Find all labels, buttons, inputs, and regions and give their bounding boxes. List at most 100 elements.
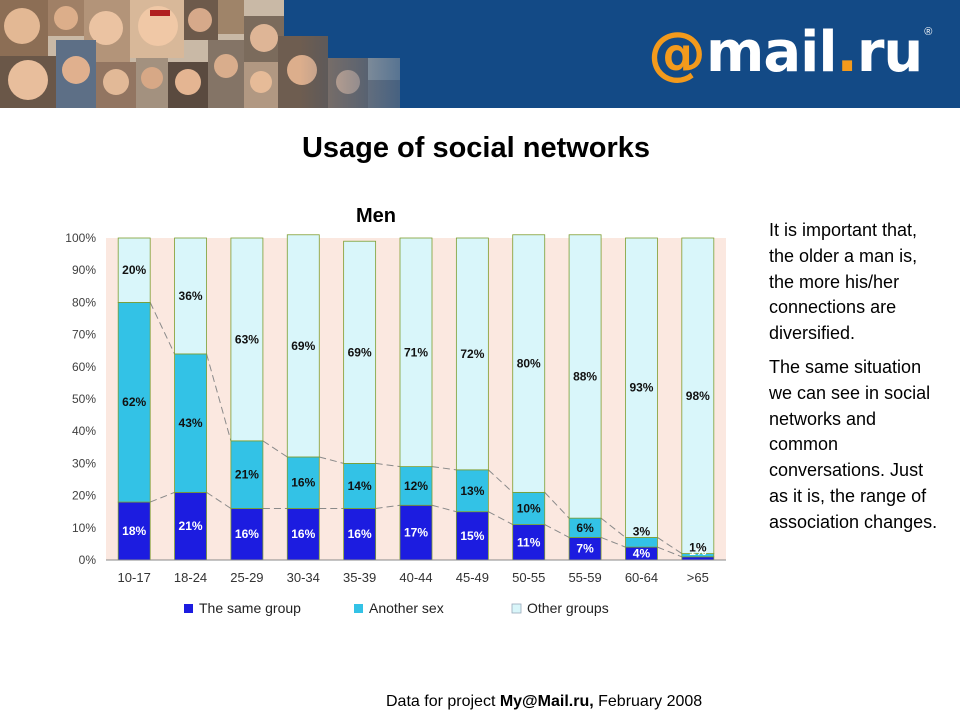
page-title: Usage of social networks xyxy=(301,132,651,164)
bar-segment xyxy=(117,501,151,561)
bars-group xyxy=(117,234,715,561)
bar-segment xyxy=(512,234,546,493)
footer-prefix: Data for project xyxy=(386,693,500,710)
bar-segment xyxy=(343,462,377,509)
bar-segment xyxy=(230,237,264,442)
connector-line xyxy=(488,511,513,526)
data-label: 18% xyxy=(122,524,146,538)
connector-line xyxy=(657,537,683,554)
data-label: 11% xyxy=(517,535,541,549)
data-label: 69% xyxy=(291,339,315,353)
bar-segment xyxy=(399,237,433,468)
bar-segment xyxy=(286,456,320,509)
connector-line xyxy=(375,504,401,509)
bar-segment xyxy=(455,237,489,471)
commentary-paragraph-1: It is important that, the older a man is… xyxy=(769,220,918,344)
connector-line xyxy=(319,456,344,464)
y-tick-label: 100% xyxy=(65,231,96,245)
data-label: 21% xyxy=(179,519,203,533)
data-label: 16% xyxy=(348,527,372,541)
bar-segment xyxy=(455,511,489,561)
data-label: 15% xyxy=(460,529,484,543)
y-tick-label: 50% xyxy=(72,392,96,406)
logo-wordmark: mail.ru xyxy=(706,25,923,81)
connector-line xyxy=(600,536,626,548)
data-label: 20% xyxy=(122,263,146,277)
logo-registered-mark: ® xyxy=(924,26,933,38)
data-label: 12% xyxy=(404,479,428,493)
data-label: 93% xyxy=(629,381,653,395)
logo-dot: . xyxy=(836,20,858,85)
data-label: 4% xyxy=(633,547,651,561)
data-label: 16% xyxy=(291,527,315,541)
stacked-bar-chart: 18% 62% 20% 21% 43% 36% 16% 21% 63% 16% 16% 69% 16% 1… xyxy=(65,205,726,616)
y-tick-label: 60% xyxy=(72,360,96,374)
data-label: 17% xyxy=(404,526,428,540)
legend-swatch xyxy=(354,604,363,613)
connector-line xyxy=(544,492,570,519)
footer-date: February 2008 xyxy=(593,693,703,710)
data-label: 14% xyxy=(348,479,372,493)
connector-line xyxy=(600,517,626,538)
connector-line xyxy=(544,524,570,538)
connector-line xyxy=(657,546,683,558)
legend-label: Other groups xyxy=(527,600,609,616)
data-label: 6% xyxy=(576,521,594,535)
banner-fade xyxy=(300,0,460,108)
x-tick-label: 35-39 xyxy=(343,570,376,585)
y-tick-label: 90% xyxy=(72,263,96,277)
x-tick-label: 30-34 xyxy=(287,570,320,585)
bar-segment xyxy=(343,240,377,464)
mailru-logo: @ mail.ru ® xyxy=(648,18,932,88)
data-label: 21% xyxy=(235,468,259,482)
data-label: 98% xyxy=(686,389,710,403)
x-tick-label: 18-24 xyxy=(174,570,207,585)
legend-label: Another sex xyxy=(369,600,444,616)
connector-line xyxy=(488,469,514,493)
data-label: 7% xyxy=(576,542,594,556)
connector-line xyxy=(375,462,401,468)
data-label: 71% xyxy=(404,345,428,359)
chart-title: Men xyxy=(356,205,396,227)
chart-container: 18% 62% 20% 21% 43% 36% 16% 21% 63% 16% 16% 69% 16% 1… xyxy=(44,190,756,640)
connector-line xyxy=(206,353,232,441)
x-tick-label: 45-49 xyxy=(456,570,489,585)
bar-segment xyxy=(230,440,264,509)
connector-line xyxy=(431,504,457,513)
bar-segment xyxy=(681,237,715,554)
bar-segment xyxy=(568,234,602,519)
x-tick-label: 40-44 xyxy=(399,570,432,585)
data-label: 16% xyxy=(235,527,259,541)
legend-group: The same group Another sex Other groups xyxy=(184,600,609,616)
data-label: 80% xyxy=(517,357,541,371)
y-tick-label: 30% xyxy=(72,456,96,470)
legend-label: The same group xyxy=(199,600,301,616)
logo-at: @ xyxy=(648,19,706,87)
bar-segment xyxy=(286,234,320,458)
legend-swatch xyxy=(511,603,522,614)
header-banner: @ mail.ru ® xyxy=(0,0,960,108)
data-labels-group: 18% 62% 20% 21% 43% 36% 16% 21% 63% 16% 16% 69% 16% 1… xyxy=(122,263,710,560)
y-tick-label: 80% xyxy=(72,295,96,309)
x-tick-label: 55-59 xyxy=(568,570,601,585)
y-tick-label: 20% xyxy=(72,489,96,503)
data-label: 1% xyxy=(689,544,707,558)
y-tick-label: 0% xyxy=(79,553,97,567)
data-label: 36% xyxy=(179,289,203,303)
x-tick-label: 10-17 xyxy=(118,570,151,585)
bar-segment xyxy=(399,504,433,561)
data-label: 1% xyxy=(689,541,707,555)
data-label: 3% xyxy=(633,524,651,538)
data-label: 13% xyxy=(460,484,484,498)
data-label: 43% xyxy=(179,416,203,430)
y-tick-label: 40% xyxy=(72,424,96,438)
y-tick-label: 70% xyxy=(72,328,96,342)
bar-segment xyxy=(512,491,546,525)
logo-word: mail xyxy=(706,20,838,85)
axis-group: 0% 10% 20% 30% 40% 50% 60% 70% 80% 90% 100% 10-17 18… xyxy=(65,231,726,585)
data-label: 72% xyxy=(460,347,484,361)
x-tick-label: 25-29 xyxy=(230,570,263,585)
connector-lines-group xyxy=(149,302,683,558)
data-label: 16% xyxy=(291,476,315,490)
data-label: 62% xyxy=(122,395,146,409)
